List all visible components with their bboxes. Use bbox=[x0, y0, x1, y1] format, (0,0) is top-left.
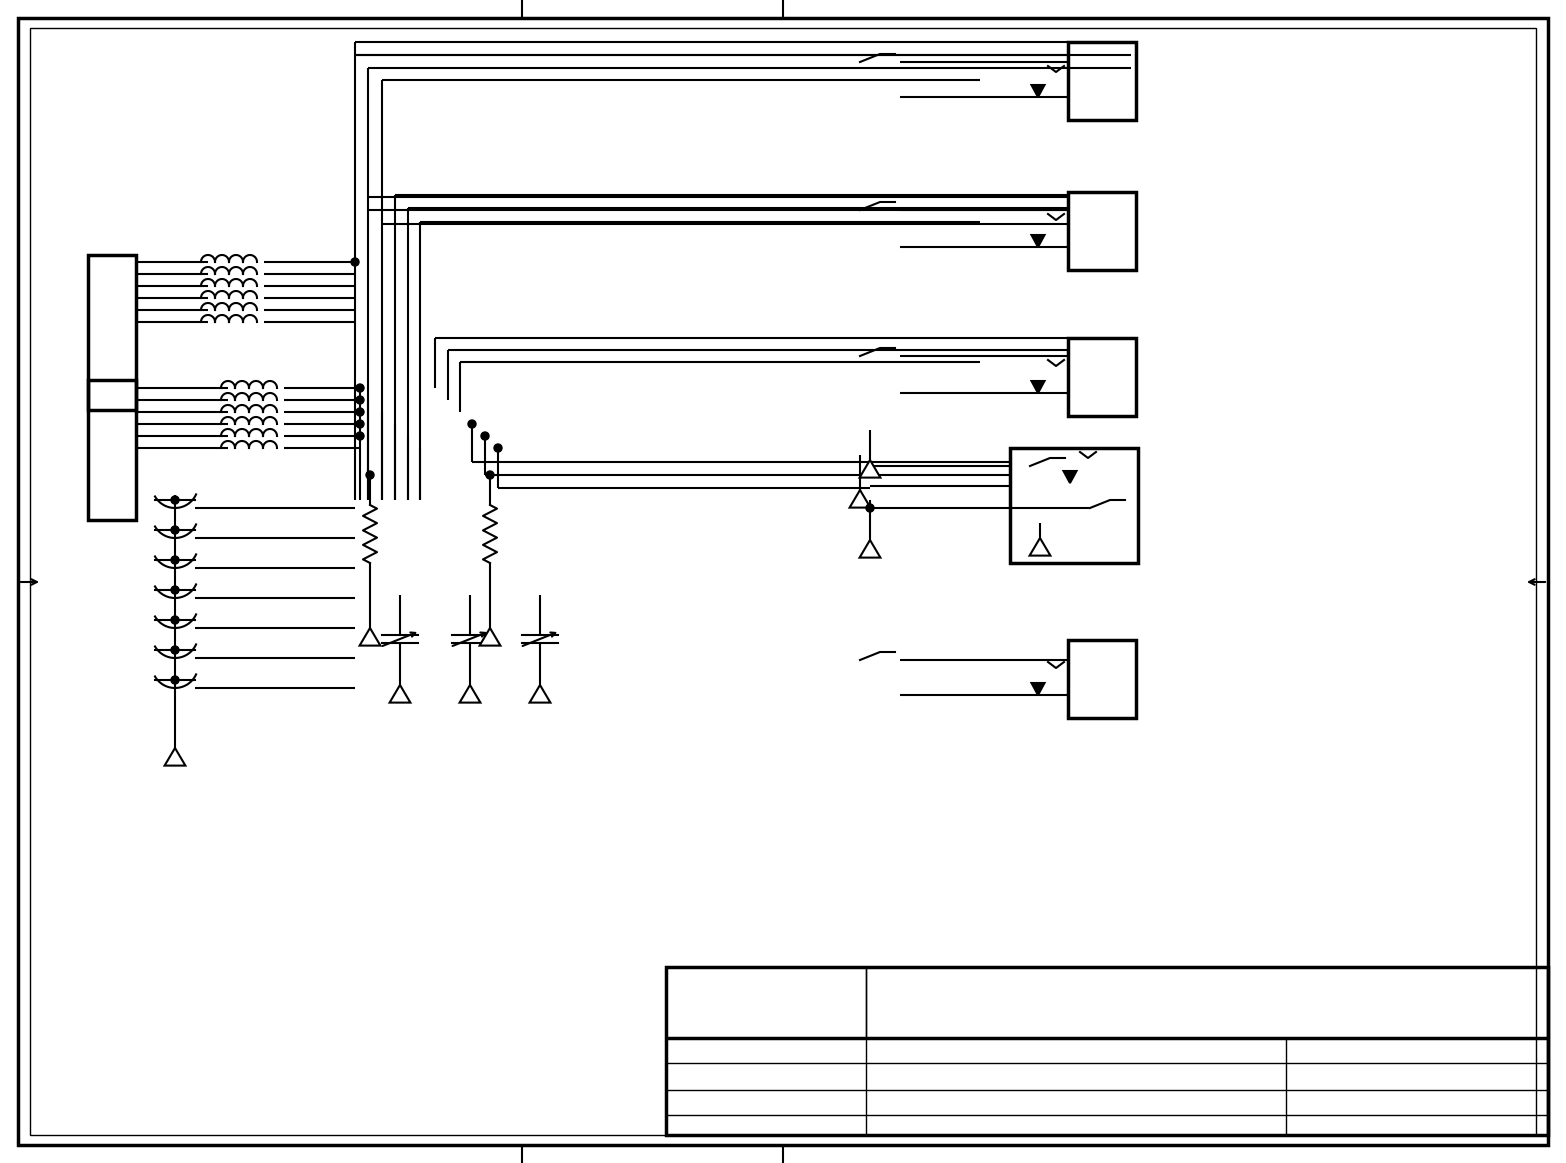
Bar bbox=[1068, 192, 1135, 270]
Circle shape bbox=[355, 395, 363, 404]
Circle shape bbox=[171, 556, 179, 564]
Circle shape bbox=[468, 420, 476, 428]
Circle shape bbox=[355, 431, 363, 440]
Circle shape bbox=[366, 471, 374, 479]
Polygon shape bbox=[529, 685, 550, 702]
Polygon shape bbox=[860, 540, 880, 557]
Polygon shape bbox=[459, 685, 481, 702]
Polygon shape bbox=[1032, 683, 1045, 695]
Circle shape bbox=[493, 444, 503, 452]
Circle shape bbox=[866, 504, 874, 512]
Polygon shape bbox=[1032, 381, 1045, 393]
Circle shape bbox=[171, 495, 179, 504]
Bar bbox=[88, 255, 136, 411]
Circle shape bbox=[171, 526, 179, 534]
Bar bbox=[666, 966, 1549, 1135]
Circle shape bbox=[355, 384, 363, 392]
Bar bbox=[1068, 42, 1135, 120]
Polygon shape bbox=[1063, 471, 1076, 483]
Circle shape bbox=[355, 420, 363, 428]
Polygon shape bbox=[1029, 538, 1051, 556]
Bar bbox=[1068, 338, 1135, 416]
Bar bbox=[88, 380, 136, 520]
Circle shape bbox=[171, 616, 179, 625]
Circle shape bbox=[171, 676, 179, 684]
Circle shape bbox=[485, 471, 493, 479]
Circle shape bbox=[171, 586, 179, 594]
Bar bbox=[1068, 640, 1135, 718]
Circle shape bbox=[171, 645, 179, 654]
Polygon shape bbox=[390, 685, 410, 702]
Polygon shape bbox=[1032, 235, 1045, 247]
Polygon shape bbox=[479, 628, 501, 645]
Polygon shape bbox=[360, 628, 381, 645]
Polygon shape bbox=[850, 490, 871, 507]
Bar bbox=[1010, 448, 1138, 563]
Polygon shape bbox=[1032, 85, 1045, 97]
Circle shape bbox=[481, 431, 489, 440]
Circle shape bbox=[355, 408, 363, 416]
Polygon shape bbox=[164, 748, 185, 765]
Polygon shape bbox=[860, 461, 880, 478]
Circle shape bbox=[351, 258, 359, 266]
